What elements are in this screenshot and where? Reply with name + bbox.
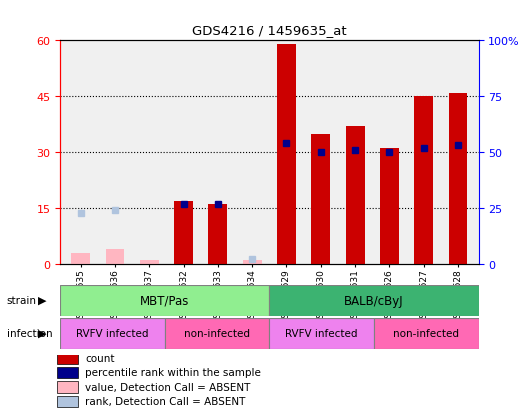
Text: non-infected: non-infected bbox=[393, 328, 459, 339]
Bar bbox=[57, 367, 78, 378]
Text: infection: infection bbox=[7, 328, 52, 338]
Bar bbox=[57, 396, 78, 407]
Bar bbox=[174, 201, 193, 264]
Text: strain: strain bbox=[7, 295, 37, 305]
Text: count: count bbox=[85, 353, 115, 363]
Bar bbox=[269, 285, 479, 316]
Bar bbox=[57, 381, 78, 393]
Text: percentile rank within the sample: percentile rank within the sample bbox=[85, 368, 261, 377]
Text: BALB/cByJ: BALB/cByJ bbox=[344, 294, 404, 307]
Title: GDS4216 / 1459635_at: GDS4216 / 1459635_at bbox=[192, 24, 347, 37]
Bar bbox=[209, 205, 228, 264]
Text: ▶: ▶ bbox=[38, 295, 46, 305]
Text: value, Detection Call = ABSENT: value, Detection Call = ABSENT bbox=[85, 382, 251, 392]
Bar bbox=[140, 261, 159, 264]
Bar bbox=[71, 253, 90, 264]
Bar bbox=[57, 352, 78, 364]
Bar bbox=[165, 318, 269, 349]
Text: MBT/Pas: MBT/Pas bbox=[140, 294, 189, 307]
Text: RVFV infected: RVFV infected bbox=[286, 328, 358, 339]
Bar bbox=[243, 261, 262, 264]
Bar bbox=[60, 318, 165, 349]
Bar bbox=[311, 134, 330, 264]
Text: RVFV infected: RVFV infected bbox=[76, 328, 149, 339]
Bar bbox=[346, 127, 365, 264]
Bar bbox=[374, 318, 479, 349]
Bar bbox=[414, 97, 433, 264]
Text: non-infected: non-infected bbox=[184, 328, 250, 339]
Text: rank, Detection Call = ABSENT: rank, Detection Call = ABSENT bbox=[85, 396, 246, 406]
Bar bbox=[269, 318, 374, 349]
Bar bbox=[140, 261, 159, 264]
Bar bbox=[449, 93, 468, 264]
Bar bbox=[60, 285, 269, 316]
Bar bbox=[106, 249, 124, 264]
Text: ▶: ▶ bbox=[38, 328, 46, 338]
Bar bbox=[277, 45, 296, 264]
Bar bbox=[380, 149, 399, 264]
